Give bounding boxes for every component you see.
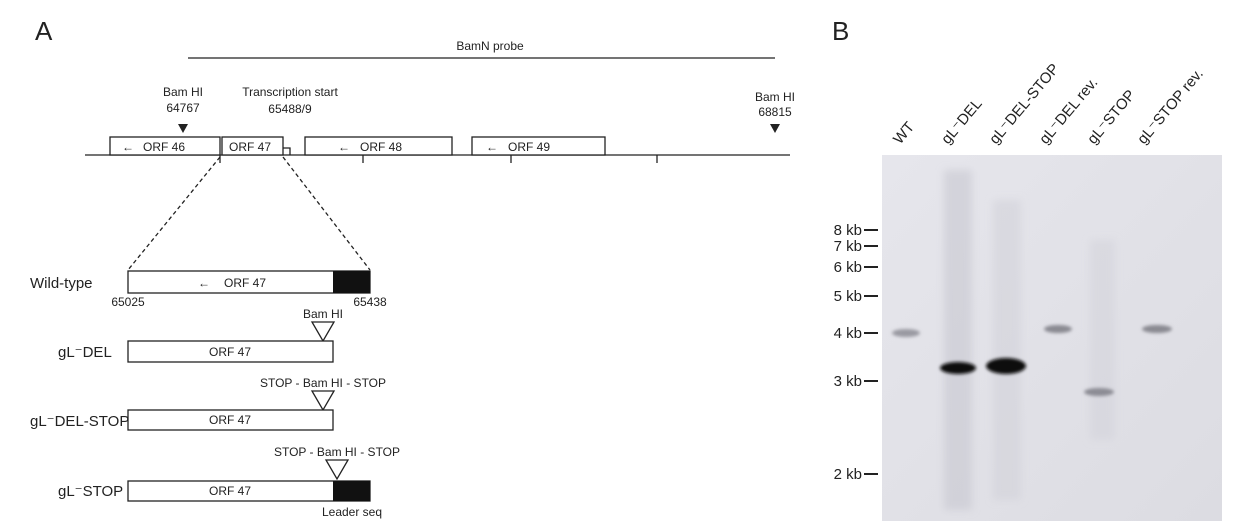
insert-marker: [312, 322, 334, 341]
zoom-line: [283, 157, 370, 270]
site-name: Transcription start: [242, 85, 338, 99]
orf-arrow: ←: [122, 140, 134, 154]
band: [940, 362, 976, 374]
orf-arrow: ←: [338, 140, 350, 154]
leader-box: [333, 481, 370, 501]
orf-arrow: ←: [486, 140, 498, 154]
band: [1084, 388, 1114, 396]
site-position: 64767: [166, 101, 200, 115]
insert-marker: [312, 391, 334, 410]
orf-label: ORF 47: [209, 413, 251, 427]
site-marker: [178, 124, 188, 133]
orf-label: ORF 47: [229, 140, 271, 154]
construct-name: gL⁻DEL-STOP: [30, 413, 129, 430]
insert-label: Bam HI: [303, 307, 343, 321]
insert-label: STOP - Bam HI - STOP: [274, 445, 400, 459]
lane-smear: [1090, 240, 1115, 440]
coordinate: 65438: [353, 295, 387, 309]
site-name: Bam HI: [755, 90, 795, 104]
leader-label: Leader seq: [322, 505, 382, 519]
marker-label: 7 kb: [834, 238, 862, 255]
blot: [882, 155, 1222, 521]
orf-label: ORF 47: [209, 484, 251, 498]
orf-arrow: ←: [198, 276, 210, 290]
marker-label: 4 kb: [834, 325, 862, 342]
zoom-line: [128, 157, 220, 270]
size-markers: 8 kb7 kb 6 kb 5 kb 4 kb 3 kb 2 kb: [834, 222, 878, 483]
lane-label: gL⁻STOP rev.: [1134, 65, 1207, 147]
marker-label: 8 kb: [834, 222, 862, 239]
marker-label: 3 kb: [834, 373, 862, 390]
panel-label: B: [832, 16, 849, 46]
site-position: 65488/9: [268, 102, 312, 116]
construct-name: Wild-type: [30, 275, 93, 292]
site-marker: [770, 124, 780, 133]
orf-label: ORF 47: [209, 345, 251, 359]
orf-label: ORF 47: [224, 276, 266, 290]
lane-smear: [944, 170, 972, 510]
lane-label: gL⁻DEL: [938, 95, 986, 147]
lane-label: WT: [890, 119, 918, 148]
band: [1044, 325, 1072, 333]
construct-name: gL⁻STOP: [58, 483, 123, 500]
orf-label: ORF 48: [360, 140, 402, 154]
band: [1142, 325, 1172, 333]
orf-label: ORF 46: [143, 140, 185, 154]
construct-name: gL⁻DEL: [58, 344, 112, 361]
band: [892, 329, 920, 337]
site-name: Bam HI: [163, 85, 203, 99]
site-position: 68815: [758, 105, 792, 119]
insert-marker: [326, 460, 348, 479]
marker-label: 2 kb: [834, 466, 862, 483]
orf-label: ORF 49: [508, 140, 550, 154]
panel-label: A: [35, 16, 53, 46]
lane-smear: [993, 200, 1021, 500]
marker-label: 5 kb: [834, 288, 862, 305]
figure: A BamN probe Bam HI 64767 Transcription …: [0, 0, 1233, 521]
band: [986, 358, 1026, 374]
marker-label: 6 kb: [834, 259, 862, 276]
probe-label: BamN probe: [456, 39, 524, 53]
leader-box: [333, 271, 370, 293]
insert-label: STOP - Bam HI - STOP: [260, 376, 386, 390]
coordinate: 65025: [111, 295, 145, 309]
